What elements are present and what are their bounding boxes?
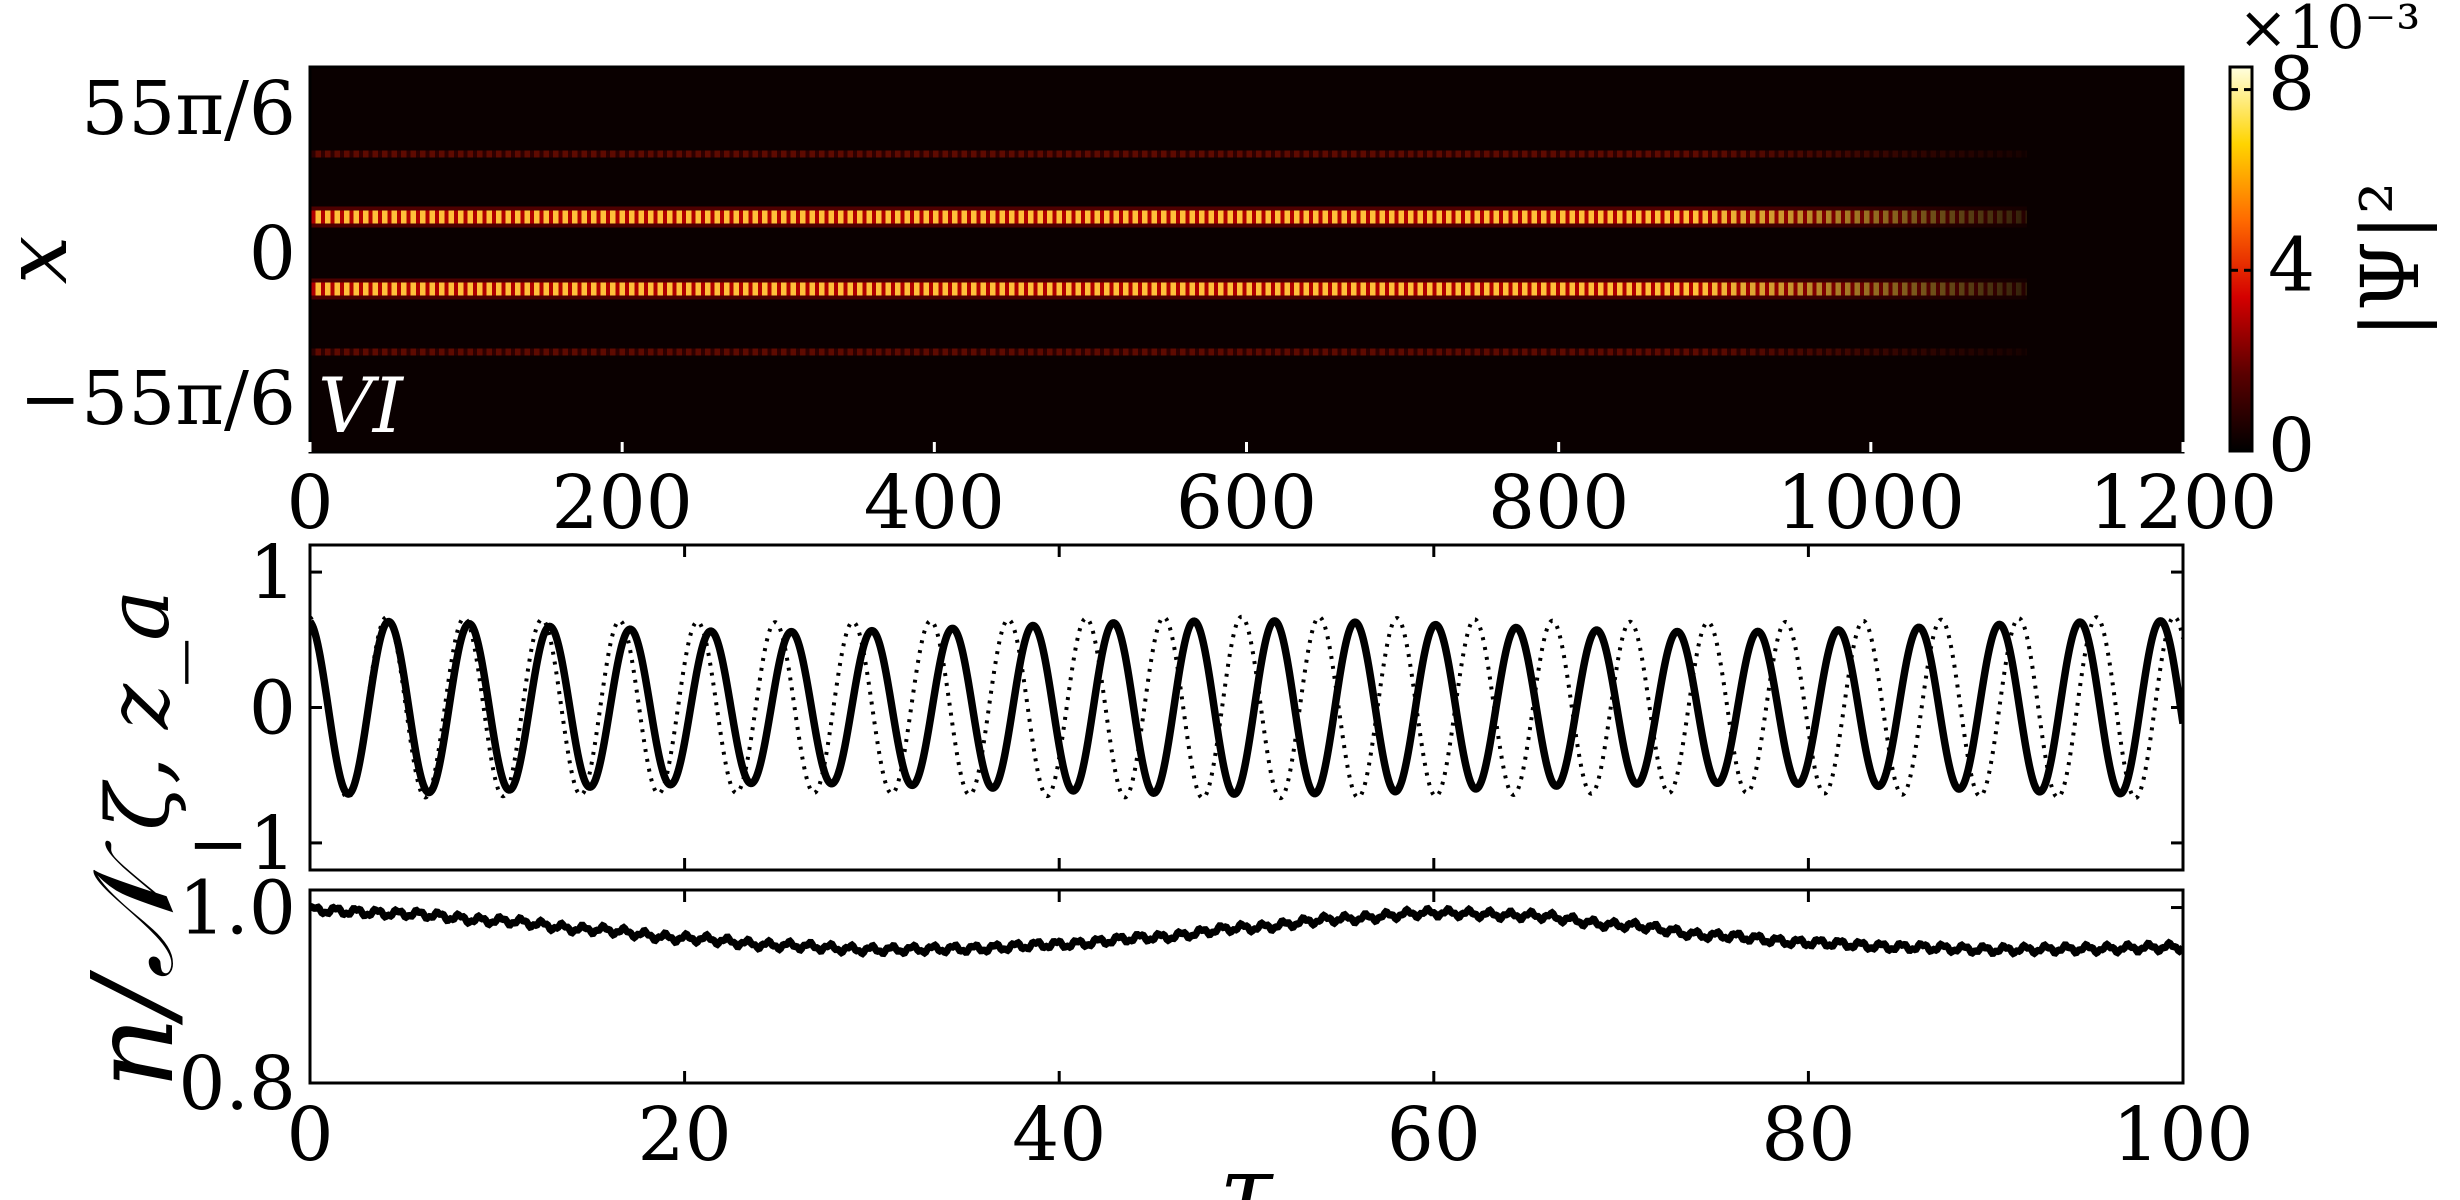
colorbar-scale-label: ×10⁻³ (2238, 0, 2420, 63)
heatmap-y-ticks: 55π/6 0 −55π/6 (19, 66, 296, 442)
heatmap-band-halo (310, 278, 2027, 283)
heatmap-x-tick-label: 0 (286, 460, 333, 546)
colorbar-tick-label: 8 (2268, 42, 2315, 128)
heatmap-band (310, 210, 2027, 224)
bottom-x-tick-label: 40 (1012, 1092, 1106, 1178)
heatmap-panel: VI 0 200 400 600 800 1000 1200 55π/6 0 −55π/6 x (0, 65, 2277, 546)
heatmap-x-tick-label: 600 (1176, 460, 1317, 546)
panel-annotation: VI (318, 361, 405, 450)
bottom-x-tick-label: 0 (286, 1092, 333, 1178)
heatmap-band (310, 348, 2027, 356)
heatmap-band (310, 150, 2027, 158)
heatmap-fade-overlay (1700, 67, 2183, 452)
heatmap-band-halo (310, 206, 2027, 211)
colorbar: 0 4 8 ×10⁻³ |Ψ|² (2228, 0, 2437, 489)
bottom-y-tick-label: 1.0 (178, 866, 296, 952)
colorbar-gradient (2228, 65, 2254, 453)
heatmap-y-tick-label: −55π/6 (19, 356, 296, 442)
heatmap-x-ticks: 0 200 400 600 800 1000 1200 (286, 442, 2277, 546)
heatmap-x-tick-label: 1000 (1777, 460, 1965, 546)
bottom-x-label: τ (1219, 1135, 1274, 1200)
heatmap-band-halo (310, 223, 2027, 228)
heatmap-y-label: x (0, 236, 87, 285)
heatmap-band (310, 282, 2027, 296)
series-norm (310, 903, 2183, 958)
middle-y-tick-label: 1 (249, 530, 296, 616)
heatmap-bands (310, 150, 2027, 356)
middle-y-tick-label: −1 (187, 801, 296, 887)
heatmap-y-tick-label: 0 (249, 211, 296, 297)
heatmap-x-tick-label: 200 (552, 460, 693, 546)
colorbar-tick-label: 0 (2268, 403, 2315, 489)
series-solid (310, 617, 2183, 798)
bottom-y-tick-label: 0.8 (178, 1041, 296, 1127)
heatmap-x-tick-label: 800 (1488, 460, 1629, 546)
bottom-frame (308, 888, 2185, 1085)
colorbar-ticks: 0 4 8 (2230, 42, 2315, 489)
middle-y-tick-label: 0 (249, 666, 296, 752)
middle-ticks: 1 0 −1 (187, 530, 2185, 887)
bottom-x-tick-label: 60 (1387, 1092, 1481, 1178)
heatmap-x-tick-label: 1200 (2089, 460, 2277, 546)
series-dotted (310, 614, 2183, 801)
middle-y-label: ζ, z_a (89, 590, 189, 831)
bottom-ticks: 1.0 0.80 20 40 60 80 100 (178, 866, 2253, 1178)
heatmap-y-tick-label: 55π/6 (81, 66, 296, 152)
bottom-y-label: n/𝒩 (69, 840, 199, 1089)
heatmap-x-tick-label: 400 (864, 460, 1005, 546)
bottom-x-tick-label: 100 (2112, 1092, 2253, 1178)
bottom-x-tick-label: 80 (1761, 1092, 1855, 1178)
heatmap-band-halo (310, 295, 2027, 300)
bottom-x-tick-label: 20 (638, 1092, 732, 1178)
colorbar-tick-label: 4 (2268, 222, 2315, 308)
oscillation-panel: 1 0 −1 ζ, z_a (89, 530, 2185, 887)
colorbar-label: |Ψ|² (2344, 182, 2437, 338)
norm-panel: 1.0 0.80 20 40 60 80 100 n/𝒩 τ (69, 840, 2254, 1200)
